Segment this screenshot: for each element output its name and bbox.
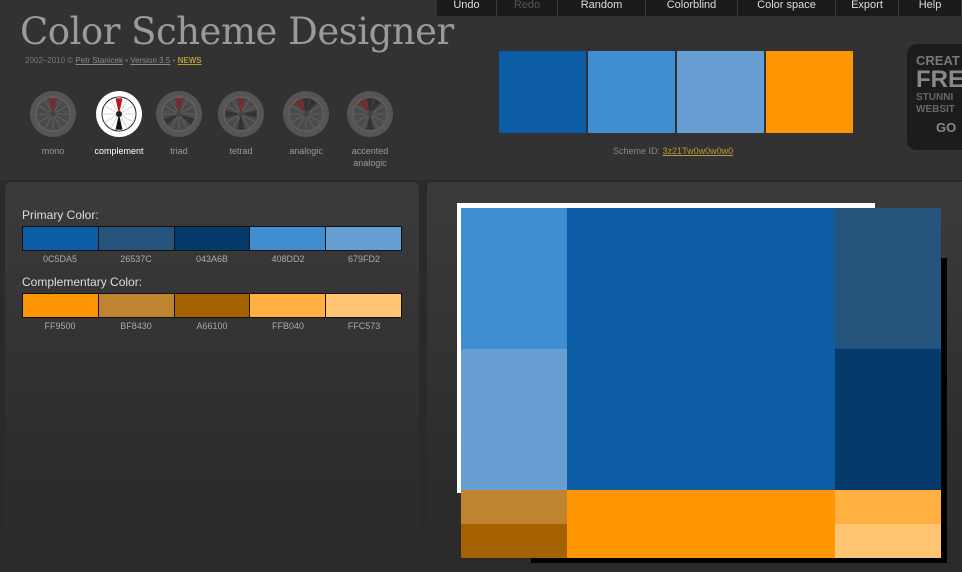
menu-redo[interactable]: Redo [497, 0, 558, 16]
primary-swatch[interactable] [98, 227, 175, 250]
menu-undo[interactable]: Undo [437, 0, 497, 16]
primary-swatch[interactable] [23, 227, 99, 250]
mode-label: accented analogic [351, 146, 389, 168]
complementary-color-title: Complementary Color: [22, 275, 143, 289]
primary-hex-label: 043A6B [195, 254, 229, 264]
triad-wheel-icon [156, 91, 202, 137]
credits-separator: • [172, 56, 176, 65]
mode-label: triad [170, 146, 188, 156]
complementary-swatch[interactable] [174, 294, 251, 317]
menu-help[interactable]: Help [899, 0, 962, 16]
mode-label: complement [94, 146, 144, 156]
primary-swatch[interactable] [174, 227, 251, 250]
scheme-id-link[interactable]: 3z21Tw0w0w0w0 [662, 146, 734, 156]
ad-line: CREAT [916, 53, 960, 68]
primary-hex-row: 0C5DA5 26537C 043A6B 408DD2 679FD2 [22, 254, 402, 264]
mode-tetrad[interactable]: tetrad [210, 90, 272, 157]
preview-block [461, 490, 567, 524]
menu-colorblind[interactable]: Colorblind [646, 0, 738, 16]
mode-label: mono [41, 146, 65, 156]
preview-swatch[interactable] [766, 51, 853, 133]
complementary-swatch[interactable] [23, 294, 99, 317]
mode-label: tetrad [229, 146, 253, 156]
complementary-swatch[interactable] [98, 294, 175, 317]
menu-bar: Undo Redo Random Colorblind Color space Expor… [437, 0, 962, 16]
menu-export[interactable]: Export [836, 0, 899, 16]
mode-analogic[interactable]: analogic [275, 90, 337, 157]
ad-line: FRE [916, 66, 962, 93]
complementary-swatch[interactable] [250, 294, 327, 317]
mode-complement[interactable]: complement [88, 90, 150, 157]
preview-swatch[interactable] [499, 51, 586, 133]
ad-banner[interactable]: CREAT FRE STUNNI WEBSIT GO [907, 44, 962, 150]
complementary-hex-label: A66100 [196, 321, 228, 331]
credits: 2002–2010 © Petr Stanicek • Version 3.5 … [25, 56, 202, 65]
preview-block [461, 349, 567, 490]
ad-go-button[interactable]: GO [936, 120, 957, 135]
complementary-swatch-row [22, 293, 402, 318]
author-link[interactable]: Petr Stanicek [75, 56, 123, 65]
color-list-panel: Primary Color: 0C5DA5 26537C 043A6B 408DD2 6… [5, 182, 419, 572]
mode-label: analogic [289, 146, 323, 156]
tetrad-wheel-icon [218, 91, 264, 137]
primary-color-title: Primary Color: [22, 208, 99, 222]
credits-separator: • [125, 56, 129, 65]
primary-swatch-row [22, 226, 402, 251]
complementary-hex-label: FF9500 [44, 321, 76, 331]
preview-block [461, 524, 567, 558]
mono-wheel-icon [30, 91, 76, 137]
preview-swatch[interactable] [588, 51, 675, 133]
complementary-hex-row: FF9500 BF8430 A66100 FFB040 FFC573 [22, 321, 402, 331]
primary-swatch[interactable] [250, 227, 327, 250]
preview-block [835, 490, 941, 524]
primary-swatch[interactable] [326, 227, 401, 250]
app-title: Color Scheme Designer [20, 10, 454, 53]
primary-hex-label: 408DD2 [271, 254, 305, 264]
accented-analogic-wheel-icon [347, 91, 393, 137]
scheme-id: Scheme ID: 3z21Tw0w0w0w0 [613, 146, 733, 156]
analogic-wheel-icon [283, 91, 329, 137]
mode-accented-analogic[interactable]: accented analogic [339, 90, 401, 169]
preview-block [567, 208, 835, 490]
complementary-hex-label: FFB040 [271, 321, 304, 331]
news-link[interactable]: NEWS [177, 56, 202, 65]
scheme-mode-selector: mono complement triad tetrad analogic accente… [20, 90, 400, 170]
version-link[interactable]: Version 3.5 [130, 56, 171, 65]
primary-hex-label: 679FD2 [347, 254, 381, 264]
mode-mono[interactable]: mono [22, 90, 84, 157]
ad-line: STUNNI [916, 92, 954, 103]
menu-color-space[interactable]: Color space [738, 0, 836, 16]
primary-hex-label: 0C5DA5 [42, 254, 78, 264]
preview-swatch[interactable] [677, 51, 764, 133]
complementary-hex-label: FFC573 [347, 321, 381, 331]
preview-block [835, 349, 941, 490]
preview-block [835, 524, 941, 558]
ad-line: WEBSIT [916, 104, 955, 115]
complementary-swatch[interactable] [326, 294, 401, 317]
primary-hex-label: 26537C [120, 254, 152, 264]
copyright-text: 2002–2010 © [25, 56, 74, 65]
preview-block [567, 490, 835, 558]
preview-block [461, 208, 567, 349]
mode-triad[interactable]: triad [148, 90, 210, 157]
menu-random[interactable]: Random [558, 0, 646, 16]
complementary-hex-label: BF8430 [120, 321, 152, 331]
preview-block [835, 208, 941, 349]
scheme-id-label: Scheme ID: [613, 146, 661, 156]
complement-wheel-icon [96, 91, 142, 137]
scheme-preview-swatches [499, 51, 855, 133]
